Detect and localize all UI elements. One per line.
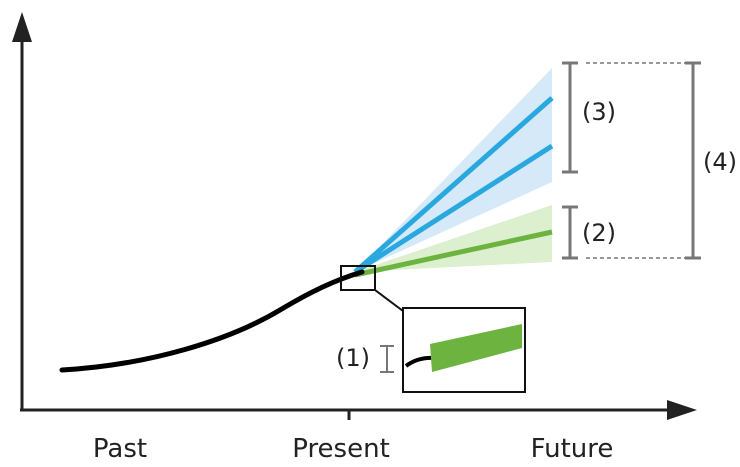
bracket-2 [562,205,578,260]
x-tick-future: Future [531,434,614,462]
y-axis-arrow [12,12,32,42]
zoom-connector [374,289,404,312]
label-3: (3) [582,98,616,126]
x-tick-past: Past [93,434,147,462]
inset-green-band [430,324,522,372]
bracket-1 [380,345,394,373]
blue-uncertainty-band [355,68,552,272]
x-tick-present: Present [292,434,390,462]
historical-curve [59,269,365,373]
blue-scenario-upper-line [353,96,554,274]
bracket-4 [685,61,701,260]
label-2: (2) [582,219,616,247]
label-1: (1) [336,344,370,372]
blue-scenario-lower-line [353,143,554,275]
green-scenario-line [354,229,553,278]
label-4: (4) [703,148,737,176]
green-uncertainty-band [355,205,552,272]
x-axis-arrow [667,400,697,420]
zoom-source-box [340,265,376,291]
bracket-3 [562,61,578,174]
